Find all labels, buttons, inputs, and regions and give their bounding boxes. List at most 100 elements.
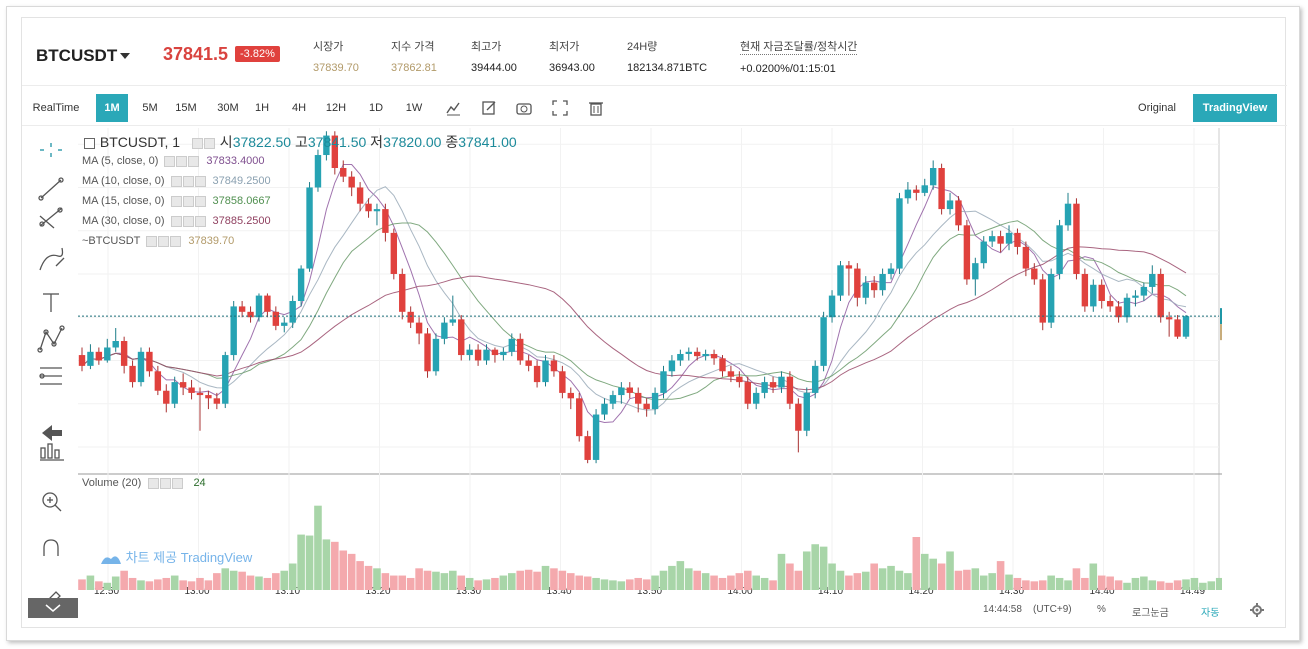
volume-bar [1030,581,1039,590]
candle-body [171,382,178,404]
tradingview-logo-icon [101,555,121,564]
volume-bar [508,573,516,590]
eye-icon[interactable] [170,175,182,187]
settings-icon[interactable] [191,137,203,149]
timezone[interactable]: (UTC+9) [1033,604,1072,615]
close-icon[interactable] [194,215,206,227]
gear-icon[interactable] [160,477,172,489]
volume-bar [415,568,423,590]
volume-bar [255,576,263,590]
candle-body [78,355,86,366]
candle-body [727,371,735,377]
volume-bar [819,546,828,590]
close-icon[interactable] [170,235,182,247]
candle-body [719,358,726,372]
chevron-down-icon[interactable] [120,53,130,59]
open-label: 시 [219,134,233,150]
settings-icon[interactable] [148,477,160,489]
volume-bar [305,535,314,590]
close-icon[interactable] [194,175,206,187]
volume-bar [347,553,356,590]
fullscreen-icon[interactable] [552,100,568,116]
gear-icon[interactable] [158,235,170,247]
interval-realtime[interactable]: RealTime [32,102,80,114]
interval-30m[interactable]: 30M [217,102,239,114]
interval-1m[interactable]: 1M [96,94,128,122]
volume-bar [516,570,525,590]
candle-body [104,347,111,361]
volume-bar [642,579,651,590]
symbol-name[interactable]: BTCUSDT [36,46,118,65]
candle-body [1090,284,1097,307]
volume-bar [853,573,862,590]
candle-body [525,360,532,366]
volume-bar [651,575,659,590]
close-icon[interactable] [188,155,200,167]
low-label: 저 [370,134,384,150]
volume-bar [769,580,777,590]
volume-bar [1182,579,1190,590]
candle-body [272,311,280,326]
close-icon[interactable] [194,195,206,207]
stat-label[interactable]: 현재 자금조달률/정착시간 [740,38,858,55]
view-original-button[interactable]: Original [1138,102,1176,114]
candle-body [146,351,153,372]
eye-icon[interactable] [170,215,182,227]
percent-toggle[interactable]: % [1097,604,1106,615]
volume-bar [701,573,710,590]
interval-1w[interactable]: 1W [405,102,423,114]
candle-body [95,351,103,361]
gear-icon[interactable] [182,175,194,187]
camera-icon[interactable] [516,100,532,116]
candle-body [1081,273,1089,307]
volume-bar [111,576,120,590]
ticker-header: BTCUSDT 37841.5 -3.82% 시장가 37839.70 지수 가격 3… [22,18,1287,86]
volume-bar [592,577,600,590]
candle-body [887,268,895,274]
collapse-icon[interactable] [84,137,95,149]
interval-4h[interactable]: 4H [291,102,307,114]
edit-icon[interactable] [481,100,497,116]
eye-icon[interactable] [170,195,182,207]
candle-body [1132,295,1139,298]
toolbar-collapse-button[interactable] [28,598,78,618]
volume-bar [229,570,238,590]
study-name: MA (10, close, 0) [82,175,165,187]
interval-5m[interactable]: 5M [142,102,158,114]
volume-bar [406,577,415,590]
volume-bar [137,580,145,590]
candle-body [601,403,608,415]
interval-15m[interactable]: 15M [175,102,197,114]
candle-body [963,225,971,280]
volume-bar [103,582,112,590]
log-scale-toggle[interactable]: 로그눈금 [1132,608,1169,619]
volume-bar [1190,577,1199,590]
indicator-icon[interactable] [445,100,461,116]
price-change-badge: -3.82% [235,46,280,62]
hide-icon[interactable] [203,137,215,149]
volume-bar [179,580,187,590]
interval-1d[interactable]: 1D [368,102,384,114]
gear-icon[interactable] [182,195,194,207]
price-chart[interactable]: 38000.0037960.0037920.0037880.0037840.00… [78,128,1222,598]
trash-icon[interactable] [588,100,604,116]
study-value: 37839.70 [188,235,235,247]
volume-bar [870,563,878,590]
view-tradingview-button[interactable]: TradingView [1193,94,1277,122]
close-value: 37841.00 [458,134,517,150]
time-tick-label: 14:49 [1180,586,1205,597]
gear-icon[interactable] [182,215,194,227]
candle-body [1149,273,1156,287]
candle-body [458,319,465,356]
close-icon[interactable] [172,477,184,489]
interval-12h[interactable]: 12H [325,102,347,114]
auto-scale-toggle[interactable]: 자동 [1201,608,1220,619]
candle-body [988,236,996,242]
interval-1h[interactable]: 1H [254,102,270,114]
eye-icon[interactable] [164,155,176,167]
gear-icon[interactable] [1250,603,1264,617]
clock-time: 14:44:58 [983,604,1022,615]
gear-icon[interactable] [176,155,188,167]
candle-body [752,392,760,404]
eye-icon[interactable] [146,235,158,247]
